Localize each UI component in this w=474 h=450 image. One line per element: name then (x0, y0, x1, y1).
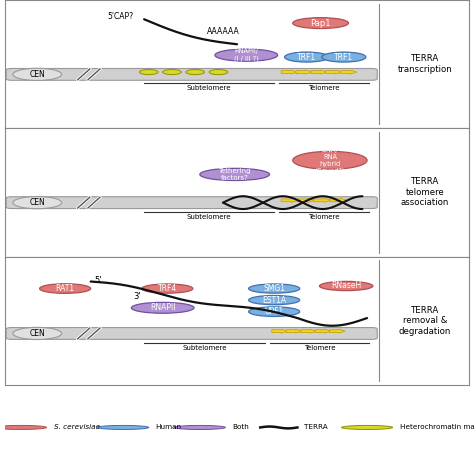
Text: 3': 3' (133, 292, 141, 302)
Circle shape (174, 425, 226, 429)
Ellipse shape (284, 52, 329, 62)
FancyArrow shape (329, 329, 345, 333)
Text: TERRA
telomere
association: TERRA telomere association (401, 177, 449, 207)
Circle shape (163, 69, 181, 75)
Text: Tethering
factors?: Tethering factors? (219, 168, 251, 181)
Circle shape (209, 69, 228, 75)
FancyBboxPatch shape (6, 68, 377, 80)
Ellipse shape (293, 18, 348, 28)
Text: Telomere: Telomere (309, 214, 340, 220)
Ellipse shape (13, 197, 62, 209)
Ellipse shape (13, 68, 62, 81)
Text: RNaseH: RNaseH (331, 282, 361, 291)
Circle shape (0, 425, 46, 429)
Circle shape (139, 69, 158, 75)
FancyBboxPatch shape (6, 328, 377, 339)
Ellipse shape (322, 52, 366, 62)
FancyArrow shape (296, 70, 312, 74)
Text: Subtelomere: Subtelomere (182, 345, 227, 351)
FancyArrow shape (315, 329, 331, 333)
Ellipse shape (142, 284, 193, 293)
FancyArrow shape (286, 329, 302, 333)
Circle shape (186, 69, 204, 75)
FancyArrow shape (311, 70, 327, 74)
Ellipse shape (131, 302, 194, 313)
Text: RNAPII: RNAPII (150, 303, 175, 312)
Text: CEN: CEN (29, 198, 45, 207)
Text: S. cerevisiae: S. cerevisiae (54, 424, 100, 431)
FancyBboxPatch shape (6, 197, 377, 208)
Text: Telomere: Telomere (304, 345, 335, 351)
FancyArrow shape (272, 329, 288, 333)
FancyArrow shape (281, 70, 297, 74)
Text: DNA/
RNA
hybrid
(Gquad?): DNA/ RNA hybrid (Gquad?) (315, 147, 345, 174)
Ellipse shape (248, 307, 300, 316)
FancyArrow shape (301, 329, 316, 333)
Text: EST1A: EST1A (262, 296, 286, 305)
Text: CEN: CEN (29, 70, 45, 79)
Circle shape (341, 425, 392, 429)
Text: 5'CAP?: 5'CAP? (107, 12, 133, 21)
FancyArrow shape (297, 198, 315, 202)
Text: TRF4: TRF4 (158, 284, 177, 293)
Ellipse shape (39, 284, 91, 293)
Text: AAAAAA: AAAAAA (207, 27, 239, 36)
Text: CEN: CEN (29, 329, 45, 338)
FancyArrow shape (281, 198, 299, 202)
Ellipse shape (248, 284, 300, 293)
Ellipse shape (215, 49, 278, 61)
Text: Human: Human (155, 424, 182, 431)
Text: TERRA: TERRA (304, 424, 328, 431)
Text: TRF1: TRF1 (334, 53, 354, 62)
Text: Heterochromatin marks: Heterochromatin marks (400, 424, 474, 431)
Text: Subtelomere: Subtelomere (187, 86, 231, 91)
Text: TERRA
removal &
degradation: TERRA removal & degradation (399, 306, 451, 336)
Text: SMG1: SMG1 (263, 284, 285, 293)
Circle shape (98, 425, 149, 429)
FancyArrow shape (330, 198, 347, 202)
Text: TRF1: TRF1 (297, 53, 316, 62)
Ellipse shape (200, 168, 270, 180)
FancyArrow shape (341, 70, 357, 74)
Text: UPF1: UPF1 (264, 307, 284, 316)
Text: Pap1: Pap1 (310, 18, 331, 27)
FancyArrow shape (326, 70, 342, 74)
Text: 5': 5' (94, 276, 101, 285)
Ellipse shape (248, 296, 300, 305)
Ellipse shape (13, 327, 62, 340)
Ellipse shape (293, 151, 367, 169)
Text: Both: Both (232, 424, 249, 431)
Text: RAT1: RAT1 (55, 284, 75, 293)
Text: RNAPII/
(I / III ?): RNAPII/ (I / III ?) (234, 49, 259, 62)
Text: TERRA
transcription: TERRA transcription (398, 54, 453, 74)
Text: Subtelomere: Subtelomere (187, 214, 231, 220)
FancyArrow shape (314, 198, 331, 202)
Ellipse shape (319, 281, 373, 291)
Text: Telomere: Telomere (309, 86, 340, 91)
